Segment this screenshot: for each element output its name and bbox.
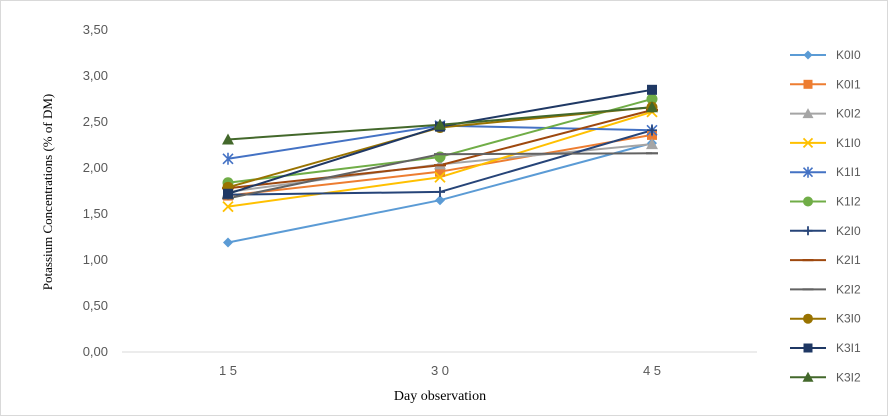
data-point-k0i1 — [435, 166, 445, 177]
legend-label-k3i1: K3I1 — [836, 341, 861, 355]
legend-marker-k0i0 — [803, 50, 813, 60]
y-tick-label: 2,00 — [83, 160, 108, 175]
legend: K0I0 K0I1 K0I2 K1I0 K1I1 K1I2 K2I0 K2I1 K2I2 K3I0… — [790, 48, 861, 384]
legend-label-k1i1: K1I1 — [836, 165, 861, 179]
y-tick-label: 3,50 — [83, 22, 108, 37]
data-point-k1i0 — [434, 171, 446, 183]
legend-label-k1i0: K1I0 — [836, 136, 861, 150]
data-point-k2i0 — [435, 186, 445, 197]
y-tick-label: 0,00 — [83, 344, 108, 359]
legend-marker-k1i1 — [802, 166, 814, 178]
x-tick-label: 4 5 — [643, 363, 661, 378]
x-axis: 1 5 3 0 4 5 — [122, 351, 757, 378]
legend-label-k2i1: K2I1 — [836, 253, 861, 267]
legend-label-k0i0: K0I0 — [836, 48, 861, 62]
legend-marker-k3i0 — [803, 313, 813, 324]
legend-label-k0i2: K0I2 — [836, 107, 861, 121]
data-point-k0i0 — [435, 195, 445, 206]
legend-marker-k3i1 — [803, 343, 813, 353]
data-point-k3i1 — [223, 188, 233, 199]
data-point-k0i2 — [646, 138, 658, 150]
data-point-k3i2 — [222, 133, 234, 145]
data-point-k0i2 — [434, 158, 446, 170]
y-axis: 0,00 0,50 1,00 1,50 2,00 2,50 3,00 3,50 — [83, 22, 108, 359]
y-tick-label: 1,00 — [83, 252, 108, 267]
legend-marker-k1i0 — [802, 137, 814, 149]
x-tick-label: 3 0 — [431, 363, 449, 378]
data-point-k0i0 — [223, 237, 233, 248]
legend-label-k0i1: K0I1 — [836, 77, 861, 91]
x-tick-label: 1 5 — [219, 363, 237, 378]
series-markers — [222, 84, 658, 248]
legend-label-k2i0: K2I0 — [836, 224, 861, 238]
legend-marker-k3i2 — [802, 371, 814, 382]
y-tick-label: 0,50 — [83, 298, 108, 313]
data-point-k3i2 — [434, 118, 446, 130]
legend-marker-k1i2 — [803, 196, 813, 207]
data-point-k1i1 — [222, 152, 234, 165]
legend-marker-k0i2 — [802, 108, 814, 119]
data-point-k2i0 — [647, 125, 657, 136]
legend-marker-k0i1 — [803, 79, 813, 89]
y-tick-label: 1,50 — [83, 206, 108, 221]
legend-label-k3i2: K3I2 — [836, 370, 861, 384]
data-point-k3i1 — [647, 84, 657, 95]
x-axis-title: Day observation — [394, 389, 486, 404]
legend-marker-k2i0 — [803, 226, 813, 236]
y-axis-title: Potassium Concentrations (% of DM) — [40, 94, 55, 290]
legend-label-k1i2: K1I2 — [836, 195, 861, 209]
data-point-k1i2 — [646, 93, 658, 105]
data-point-k3i2 — [646, 101, 658, 113]
legend-label-k2i2: K2I2 — [836, 282, 861, 296]
y-tick-label: 2,50 — [83, 114, 108, 129]
legend-label-k3i0: K3I0 — [836, 312, 861, 326]
data-point-k1i0 — [222, 201, 234, 213]
y-tick-label: 3,00 — [83, 68, 108, 83]
